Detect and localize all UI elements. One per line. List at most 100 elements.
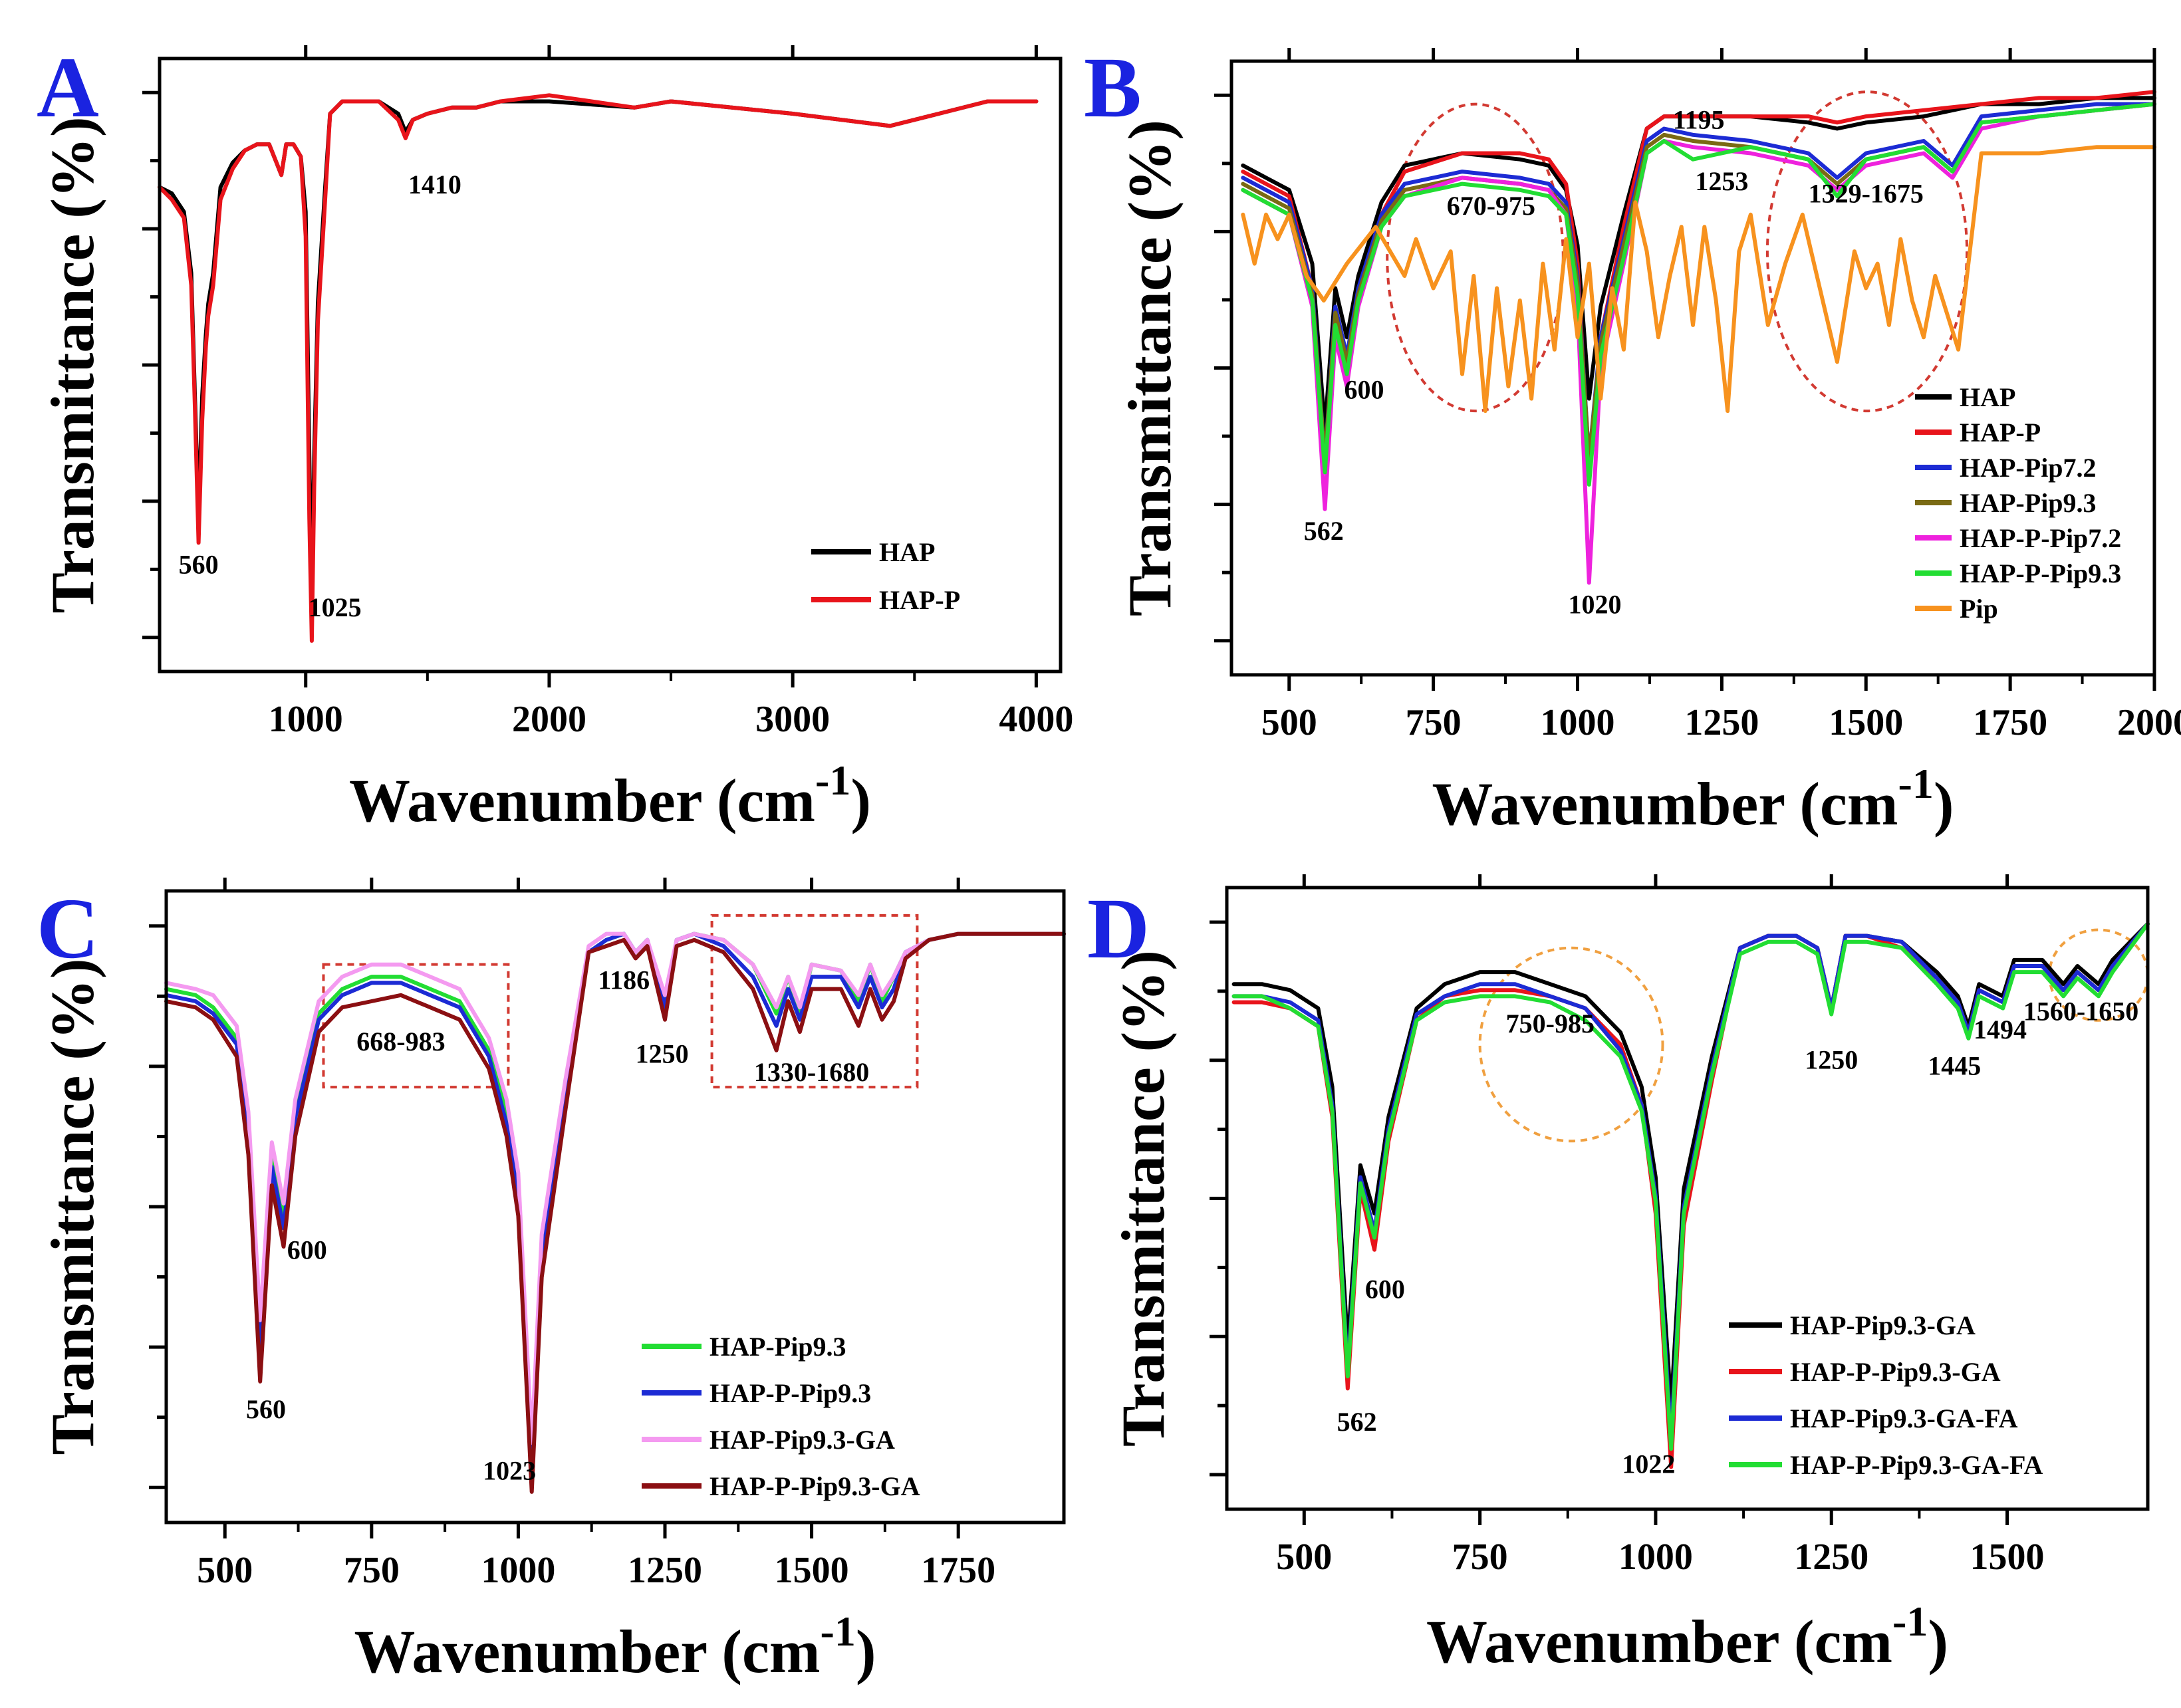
x-axis-title-sup: -1 bbox=[815, 757, 850, 804]
peak-label: 1445 bbox=[1928, 1050, 1981, 1080]
x-tick-label: 2000 bbox=[512, 699, 586, 740]
x-axis-title: Wavenumber (cm-1) bbox=[1432, 760, 1954, 838]
plot-frame bbox=[158, 57, 1063, 673]
peak-label: 1330-1680 bbox=[754, 1057, 869, 1087]
y-axis-title: Transmittance (%) bbox=[39, 959, 106, 1455]
legend-label: HAP-P bbox=[1960, 418, 2041, 447]
legend-label: HAP-P-Pip9.3-GA bbox=[709, 1471, 920, 1501]
x-axis-title-tail: ) bbox=[856, 1618, 876, 1685]
panel-letter: D bbox=[1087, 881, 1150, 977]
series-line bbox=[158, 99, 1039, 612]
x-tick-label: 500 bbox=[1276, 1536, 1332, 1578]
peak-label: 562 bbox=[1337, 1407, 1377, 1437]
legend-label: HAP-Pip9.3-GA bbox=[1790, 1310, 1976, 1340]
x-tick-label: 1250 bbox=[1794, 1536, 1868, 1578]
peak-label: 670-975 bbox=[1447, 191, 1535, 221]
x-axis-title-tail: ) bbox=[850, 767, 871, 834]
panel-letter: B bbox=[1084, 40, 1142, 136]
legend-label: HAP bbox=[1960, 382, 2015, 412]
panel-d: 500 750 1000 1250 1500 562 600 750-985 1022 1250 1… bbox=[1087, 874, 2150, 1675]
peak-label: 668-983 bbox=[356, 1027, 445, 1056]
x-tick-label: 750 bbox=[344, 1550, 400, 1591]
x-axis-title-main: Wavenumber (cm bbox=[1432, 770, 1898, 838]
peak-label: 1253 bbox=[1695, 166, 1748, 196]
peak-label: 600 bbox=[287, 1235, 327, 1265]
series-line bbox=[164, 931, 1066, 1445]
x-tick-label: 1000 bbox=[1618, 1536, 1693, 1578]
x-axis-title-sup: -1 bbox=[821, 1608, 856, 1655]
legend-label: HAP-Pip9.3 bbox=[1960, 488, 2097, 518]
series-line bbox=[164, 931, 1066, 1476]
x-tick-label: 1750 bbox=[921, 1550, 995, 1591]
peak-label: 560 bbox=[246, 1394, 286, 1424]
highlight-region bbox=[1478, 946, 1664, 1143]
peak-label: 1250 bbox=[636, 1038, 689, 1068]
legend-label: HAP-Pip9.3 bbox=[709, 1332, 846, 1362]
peak-label: 1022 bbox=[1622, 1449, 1675, 1479]
x-tick-label: 1000 bbox=[481, 1550, 555, 1591]
x-tick-label: 3000 bbox=[755, 699, 830, 740]
x-tick-label: 500 bbox=[1261, 702, 1317, 743]
x-axis-title: Wavenumber (cm-1) bbox=[349, 757, 871, 834]
x-axis-title-sup: -1 bbox=[1892, 1598, 1928, 1645]
y-axis-title: Transmittance (%) bbox=[1116, 120, 1184, 616]
peak-label: 1195 bbox=[1673, 105, 1725, 135]
legend-label: HAP-P bbox=[879, 585, 960, 615]
x-tick-label: 1000 bbox=[269, 699, 343, 740]
legend-label: HAP-P-Pip9.3 bbox=[709, 1378, 871, 1408]
peak-label: 1560-1650 bbox=[2023, 997, 2138, 1027]
peak-label: 1494 bbox=[1974, 1015, 2027, 1044]
x-tick-label: 1750 bbox=[1973, 702, 2047, 743]
legend-label: HAP-Pip7.2 bbox=[1960, 453, 2097, 483]
x-tick-label: 2000 bbox=[2117, 702, 2181, 743]
x-tick-label: 1500 bbox=[1970, 1536, 2045, 1578]
series-line bbox=[164, 931, 1066, 1494]
legend-label: HAP-P-Pip9.3-GA bbox=[1790, 1357, 2001, 1387]
series-line bbox=[1241, 102, 2156, 487]
peak-label: 1023 bbox=[483, 1455, 536, 1485]
panel-c: 500 750 1000 1250 1500 1750 560 600 668-983 1023 1… bbox=[37, 878, 1066, 1685]
legend-label: HAP bbox=[879, 537, 935, 567]
x-axis-title-main: Wavenumber (cm bbox=[1426, 1608, 1892, 1675]
series-line bbox=[1241, 145, 2156, 414]
peak-label: 1025 bbox=[309, 592, 362, 622]
x-axis-title-tail: ) bbox=[1928, 1608, 1948, 1675]
x-tick-label: 4000 bbox=[999, 699, 1073, 740]
highlight-region bbox=[1386, 102, 1565, 413]
panel-letter: C bbox=[37, 881, 99, 977]
x-tick-label: 750 bbox=[1452, 1536, 1508, 1578]
peak-label: 1250 bbox=[1805, 1044, 1858, 1074]
x-tick-label: 1500 bbox=[1829, 702, 1903, 743]
panel-letter: A bbox=[37, 40, 99, 136]
x-axis-title: Wavenumber (cm-1) bbox=[354, 1608, 876, 1685]
x-tick-label: 1250 bbox=[1684, 702, 1759, 743]
x-axis-title-sup: -1 bbox=[1898, 760, 1934, 807]
peak-label: 560 bbox=[179, 549, 219, 579]
legend-label: HAP-P-Pip9.3 bbox=[1960, 558, 2121, 588]
panel-a: 1000 2000 3000 4000 560 1025 1410 HAP HAP-P ATran… bbox=[37, 40, 1073, 834]
peak-label: 1410 bbox=[408, 170, 461, 199]
peak-label: 1020 bbox=[1569, 590, 1622, 620]
y-axis-title: Transmittance (%) bbox=[39, 117, 106, 614]
x-tick-label: 750 bbox=[1406, 702, 1462, 743]
series-line bbox=[158, 93, 1039, 643]
legend-label: HAP-Pip9.3-GA bbox=[709, 1425, 895, 1455]
highlight-region bbox=[710, 914, 919, 1089]
legend-label: Pip bbox=[1960, 594, 1998, 624]
peak-label: 562 bbox=[1304, 516, 1344, 546]
series-line bbox=[1231, 921, 2150, 1451]
x-axis-title-main: Wavenumber (cm bbox=[349, 767, 815, 834]
legend-label: HAP-Pip9.3-GA-FA bbox=[1790, 1403, 2018, 1433]
series-line bbox=[164, 931, 1066, 1463]
x-axis-title-tail: ) bbox=[1934, 770, 1954, 838]
y-axis-title: Transmittance (%) bbox=[1109, 950, 1177, 1447]
x-tick-label: 1250 bbox=[628, 1550, 702, 1591]
highlight-region bbox=[1765, 90, 1969, 413]
x-tick-label: 1500 bbox=[775, 1550, 849, 1591]
x-tick-label: 1000 bbox=[1541, 702, 1615, 743]
x-tick-label: 500 bbox=[197, 1550, 253, 1591]
peak-label: 750-985 bbox=[1506, 1009, 1595, 1038]
legend-label: HAP-P-Pip9.3-GA-FA bbox=[1790, 1450, 2043, 1480]
peak-label: 1329-1675 bbox=[1809, 178, 1924, 208]
